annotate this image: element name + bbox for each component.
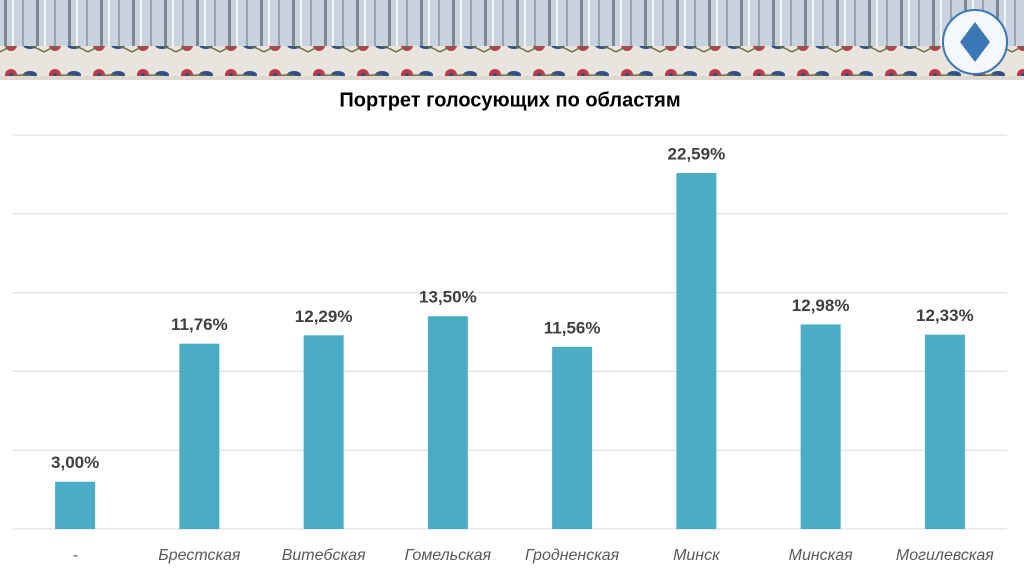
x-tick-label: Минская [789, 547, 853, 564]
bar [303, 335, 344, 529]
x-tick-label: Минск [673, 547, 721, 564]
x-tick-label: Гродненская [525, 547, 620, 564]
x-tick-label: Брестская [158, 547, 241, 564]
x-tick-label: - [72, 547, 77, 564]
bar [179, 343, 220, 529]
data-label: 13,50% [419, 288, 477, 307]
x-tick-label: Гомельская [405, 547, 492, 564]
bar [552, 346, 593, 529]
data-label: 12,33% [916, 306, 974, 325]
bar [800, 324, 841, 529]
bar [676, 172, 717, 529]
x-tick-label: Могилевская [896, 547, 994, 564]
data-label: 3,00% [51, 453, 99, 472]
data-label: 12,98% [792, 296, 850, 315]
x-tick-label: Витебская [282, 547, 366, 564]
chart-title: Портрет голосующих по областям [339, 89, 680, 111]
data-label: 22,59% [668, 144, 726, 163]
bar [55, 481, 96, 529]
bar [924, 334, 965, 529]
header-decoration [0, 0, 1024, 80]
data-label: 12,29% [295, 307, 353, 326]
data-label: 11,56% [544, 318, 601, 337]
data-label: 11,76% [171, 315, 228, 334]
bar [427, 316, 468, 529]
